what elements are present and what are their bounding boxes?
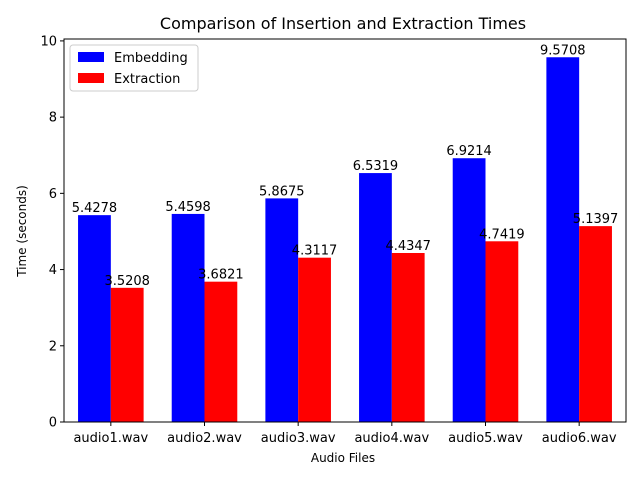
- data-label-extraction-5: 4.7419: [479, 227, 525, 242]
- data-label-embedding-6: 9.5708: [540, 43, 586, 58]
- x-axis-label: Audio Files: [311, 451, 375, 465]
- bar-extraction-2: [204, 281, 238, 422]
- data-label-extraction-2: 3.6821: [198, 268, 244, 283]
- data-label-extraction-3: 4.3117: [292, 244, 338, 259]
- data-label-extraction-4: 4.4347: [385, 239, 431, 254]
- y-tick-label: 8: [49, 111, 57, 126]
- data-label-embedding-1: 5.4278: [72, 201, 118, 216]
- bar-extraction-4: [391, 252, 425, 422]
- bar-embedding-6: [546, 57, 580, 422]
- bar-extraction-3: [298, 257, 331, 422]
- bar-embedding-3: [265, 198, 299, 422]
- x-tick-label: audio6.wav: [542, 431, 617, 446]
- legend-label-extraction: Extraction: [114, 72, 180, 87]
- chart-title: Comparison of Insertion and Extraction T…: [160, 14, 526, 33]
- data-label-embedding-5: 6.9214: [446, 144, 492, 159]
- x-tick-label: audio5.wav: [448, 431, 523, 446]
- legend-label-embedding: Embedding: [114, 51, 188, 66]
- data-label-embedding-2: 5.4598: [165, 200, 211, 215]
- bar-extraction-5: [485, 241, 519, 422]
- x-tick-label: audio2.wav: [167, 431, 242, 446]
- bar-extraction-6: [579, 226, 612, 422]
- plot-frame: [63, 38, 627, 423]
- x-tick-label: audio3.wav: [261, 431, 336, 446]
- bar-embedding-5: [452, 158, 486, 422]
- x-tick-label: audio1.wav: [73, 431, 148, 446]
- y-tick-label: 10: [40, 34, 57, 49]
- y-tick-label: 0: [49, 416, 57, 431]
- data-label-extraction-1: 3.5208: [104, 274, 150, 289]
- y-axis-label: Time (seconds): [15, 185, 29, 278]
- legend-swatch-embedding: [78, 52, 104, 62]
- y-tick-label: 6: [49, 187, 57, 202]
- data-label-embedding-4: 6.5319: [353, 159, 399, 174]
- data-label-extraction-6: 5.1397: [573, 212, 619, 227]
- bar-embedding-1: [78, 215, 111, 422]
- bar-embedding-2: [171, 213, 205, 422]
- x-tick-label: audio4.wav: [354, 431, 429, 446]
- y-tick-label: 2: [49, 339, 57, 354]
- bar-embedding-4: [359, 173, 392, 422]
- bar-extraction-1: [110, 287, 144, 422]
- y-tick-label: 4: [49, 263, 57, 278]
- data-label-embedding-3: 5.8675: [259, 184, 305, 199]
- legend-swatch-extraction: [78, 73, 104, 83]
